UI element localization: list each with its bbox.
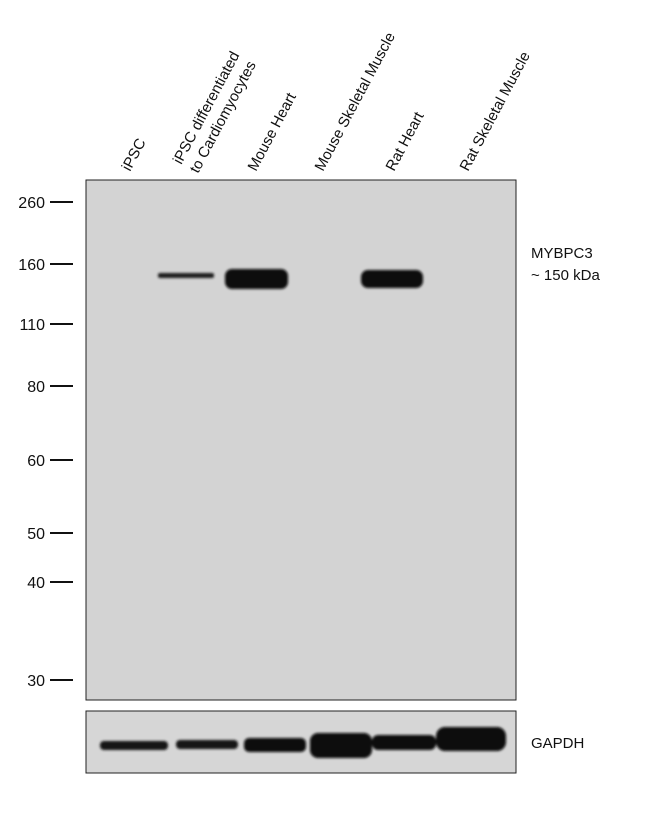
gapdh-bands (100, 727, 506, 758)
band (361, 270, 423, 288)
lane-label: Rat Skeletal Muscle (457, 49, 534, 174)
main-blot (85, 179, 517, 701)
lane-labels: iPSC iPSC differentiatedto Cardiomyocytes… (119, 30, 534, 176)
marker-label: 60 (27, 453, 45, 470)
band (176, 740, 238, 749)
band (436, 727, 506, 751)
band (225, 269, 288, 289)
lane-label: Mouse Skeletal Muscle (312, 30, 399, 174)
main-bands (158, 269, 423, 289)
lane-label: iPSC (119, 136, 150, 174)
marker-label: 80 (27, 379, 45, 396)
lane-label: iPSC differentiatedto Cardiomyocytes (170, 49, 260, 176)
target-size: ~ 150 kDa (531, 267, 600, 284)
band (244, 738, 306, 752)
lane-label-line: Rat Skeletal Muscle (457, 49, 534, 174)
lane-label-line: iPSC (119, 136, 150, 174)
marker-label: 40 (27, 575, 45, 592)
marker-label: 50 (27, 526, 45, 543)
target-name: MYBPC3 (531, 245, 593, 262)
lane-label: Rat Heart (383, 108, 429, 173)
marker-label: 260 (18, 195, 45, 212)
band (372, 735, 436, 750)
marker-label: 110 (19, 317, 45, 334)
lane-label-line: Mouse Heart (245, 89, 301, 174)
marker-label: 30 (27, 673, 45, 690)
marker-ladder: 260 160 110 80 60 50 40 30 (18, 195, 73, 690)
lane-label-line: Mouse Skeletal Muscle (312, 30, 399, 174)
loading-control-label: GAPDH (531, 735, 584, 752)
lane-label-line: Rat Heart (383, 108, 429, 173)
marker-label: 160 (18, 257, 45, 274)
lane-label: Mouse Heart (245, 89, 301, 174)
band (158, 273, 214, 278)
band (100, 741, 168, 750)
band (310, 733, 372, 758)
